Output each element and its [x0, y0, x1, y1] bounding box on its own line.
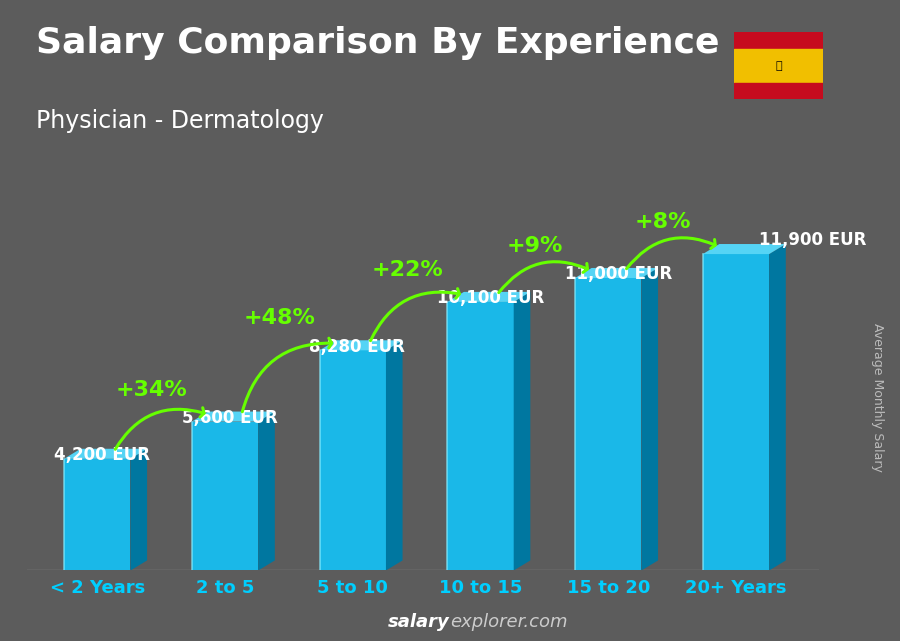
Bar — [734, 49, 824, 83]
Polygon shape — [575, 268, 658, 278]
Polygon shape — [320, 351, 386, 570]
Text: 4,200 EUR: 4,200 EUR — [54, 446, 149, 464]
Text: 5,600 EUR: 5,600 EUR — [182, 409, 277, 427]
Text: +34%: +34% — [116, 379, 187, 399]
Bar — [734, 32, 824, 49]
Polygon shape — [320, 340, 402, 351]
Text: 10,100 EUR: 10,100 EUR — [437, 289, 544, 307]
Polygon shape — [642, 268, 658, 570]
Text: 8,280 EUR: 8,280 EUR — [310, 338, 405, 356]
Text: +48%: +48% — [244, 308, 315, 328]
Polygon shape — [130, 449, 147, 570]
Polygon shape — [64, 449, 147, 459]
Polygon shape — [447, 302, 514, 570]
Text: 🔱: 🔱 — [775, 61, 782, 71]
Text: +8%: +8% — [634, 212, 691, 232]
Polygon shape — [703, 254, 770, 570]
Text: +9%: +9% — [507, 236, 563, 256]
Text: Physician - Dermatology: Physician - Dermatology — [36, 109, 324, 133]
Polygon shape — [770, 244, 786, 570]
Polygon shape — [703, 244, 786, 254]
Text: +22%: +22% — [372, 260, 443, 280]
Polygon shape — [192, 422, 258, 570]
Text: Average Monthly Salary: Average Monthly Salary — [871, 323, 884, 472]
Text: 11,900 EUR: 11,900 EUR — [759, 231, 867, 249]
Polygon shape — [575, 278, 642, 570]
Polygon shape — [386, 340, 402, 570]
Polygon shape — [447, 292, 530, 302]
Polygon shape — [258, 412, 274, 570]
Text: salary: salary — [388, 613, 450, 631]
Bar — [734, 83, 824, 99]
Polygon shape — [514, 292, 530, 570]
Text: 11,000 EUR: 11,000 EUR — [565, 265, 672, 283]
Text: Salary Comparison By Experience: Salary Comparison By Experience — [36, 26, 719, 60]
Text: explorer.com: explorer.com — [450, 613, 568, 631]
Polygon shape — [64, 459, 130, 570]
Polygon shape — [192, 412, 274, 422]
